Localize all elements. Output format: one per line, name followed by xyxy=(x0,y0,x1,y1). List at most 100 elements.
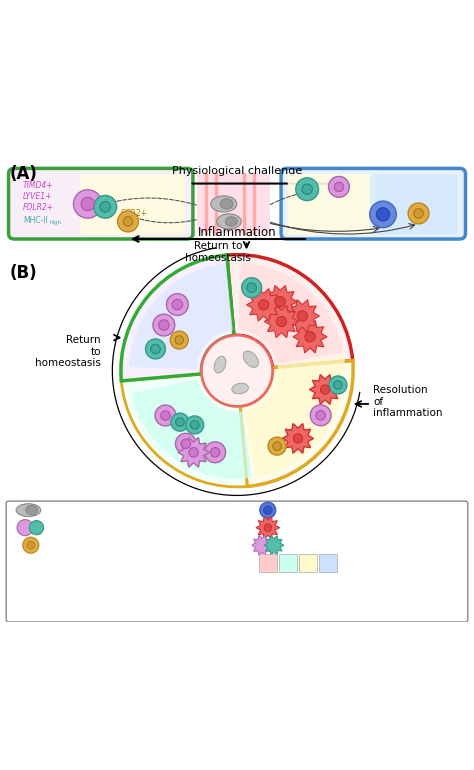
Text: Long-lived i-moMac: Long-lived i-moMac xyxy=(283,541,372,550)
Text: CCR2+: CCR2+ xyxy=(121,209,148,218)
Polygon shape xyxy=(263,286,297,318)
Circle shape xyxy=(297,311,308,321)
Circle shape xyxy=(81,197,94,210)
Polygon shape xyxy=(282,424,313,454)
Bar xyxy=(197,174,270,233)
Wedge shape xyxy=(240,360,353,487)
Circle shape xyxy=(258,300,269,310)
Circle shape xyxy=(186,416,204,434)
Circle shape xyxy=(329,376,347,394)
FancyBboxPatch shape xyxy=(9,169,193,239)
Circle shape xyxy=(176,418,184,427)
Wedge shape xyxy=(244,356,345,477)
Wedge shape xyxy=(131,380,252,479)
Ellipse shape xyxy=(210,196,237,212)
Circle shape xyxy=(123,216,133,226)
Polygon shape xyxy=(293,320,327,353)
Circle shape xyxy=(247,283,256,293)
Circle shape xyxy=(170,331,188,349)
Text: Anatomical
Niches: Anatomical Niches xyxy=(341,553,392,573)
Ellipse shape xyxy=(16,504,41,517)
FancyBboxPatch shape xyxy=(370,174,457,235)
Circle shape xyxy=(146,339,165,359)
Circle shape xyxy=(370,201,396,228)
Ellipse shape xyxy=(214,357,226,373)
Circle shape xyxy=(171,413,189,431)
Text: TIMD4+
LYVE1+
FOLR2+: TIMD4+ LYVE1+ FOLR2+ xyxy=(23,181,54,213)
Circle shape xyxy=(159,320,169,330)
Circle shape xyxy=(100,202,110,212)
Circle shape xyxy=(189,447,198,457)
Circle shape xyxy=(275,296,285,307)
Circle shape xyxy=(264,506,272,514)
Circle shape xyxy=(201,335,273,407)
Circle shape xyxy=(166,293,188,316)
Circle shape xyxy=(296,178,319,201)
Circle shape xyxy=(310,405,331,426)
Text: Trends in Immunology: Trends in Immunology xyxy=(388,615,467,621)
Text: Resolution
of
inflammation: Resolution of inflammation xyxy=(373,385,443,418)
Text: Transient moMac: Transient moMac xyxy=(281,506,358,514)
Wedge shape xyxy=(227,255,353,368)
Circle shape xyxy=(73,189,102,218)
Circle shape xyxy=(328,176,349,197)
Text: Physiological challenge: Physiological challenge xyxy=(172,166,302,176)
Circle shape xyxy=(316,410,326,420)
Circle shape xyxy=(268,437,286,455)
Polygon shape xyxy=(264,536,284,554)
Ellipse shape xyxy=(217,214,241,229)
Bar xyxy=(279,554,297,572)
Wedge shape xyxy=(129,263,233,370)
Polygon shape xyxy=(310,375,341,404)
Polygon shape xyxy=(246,289,281,321)
Ellipse shape xyxy=(225,216,237,226)
Polygon shape xyxy=(252,535,273,555)
Polygon shape xyxy=(285,300,319,332)
Text: Self-renewal: Self-renewal xyxy=(49,558,105,567)
FancyBboxPatch shape xyxy=(288,174,375,235)
Text: Classical monocyte: Classical monocyte xyxy=(49,506,136,514)
Circle shape xyxy=(27,541,35,549)
Circle shape xyxy=(155,405,176,426)
Ellipse shape xyxy=(220,199,233,209)
Text: Differentiation (complete dependency): Differentiation (complete dependency) xyxy=(49,594,226,602)
Polygon shape xyxy=(264,305,299,338)
Circle shape xyxy=(320,385,330,394)
Circle shape xyxy=(273,442,282,450)
Text: Differentiation (partial dependency): Differentiation (partial dependency) xyxy=(49,576,213,584)
Text: Long-lived resident macrophage: Long-lived resident macrophage xyxy=(49,523,195,532)
Wedge shape xyxy=(121,255,234,381)
Circle shape xyxy=(23,537,39,554)
Circle shape xyxy=(210,447,220,457)
Circle shape xyxy=(175,336,183,344)
Circle shape xyxy=(17,520,33,536)
Circle shape xyxy=(161,410,170,420)
Bar xyxy=(319,554,337,572)
Ellipse shape xyxy=(26,505,38,515)
Text: Short-lived moMac: Short-lived moMac xyxy=(49,541,134,550)
Text: MHC-II: MHC-II xyxy=(23,216,47,225)
Circle shape xyxy=(293,434,302,444)
Text: Return to
homeostasis: Return to homeostasis xyxy=(185,241,251,263)
Circle shape xyxy=(302,184,312,195)
Circle shape xyxy=(29,521,44,535)
Circle shape xyxy=(260,502,276,518)
Circle shape xyxy=(334,182,344,192)
FancyBboxPatch shape xyxy=(81,174,185,235)
FancyBboxPatch shape xyxy=(6,501,468,622)
FancyBboxPatch shape xyxy=(281,169,465,239)
Text: high: high xyxy=(50,219,62,225)
Circle shape xyxy=(414,209,423,218)
Text: (B): (B) xyxy=(9,264,37,282)
Circle shape xyxy=(181,439,191,448)
Text: Return
to
homeostasis: Return to homeostasis xyxy=(35,335,101,368)
Bar xyxy=(259,554,277,572)
Circle shape xyxy=(151,344,160,353)
Circle shape xyxy=(334,380,342,389)
Circle shape xyxy=(305,332,315,342)
Bar xyxy=(299,554,317,572)
Polygon shape xyxy=(256,517,280,539)
Circle shape xyxy=(153,314,175,336)
Text: (A): (A) xyxy=(9,165,37,182)
Circle shape xyxy=(264,524,272,531)
